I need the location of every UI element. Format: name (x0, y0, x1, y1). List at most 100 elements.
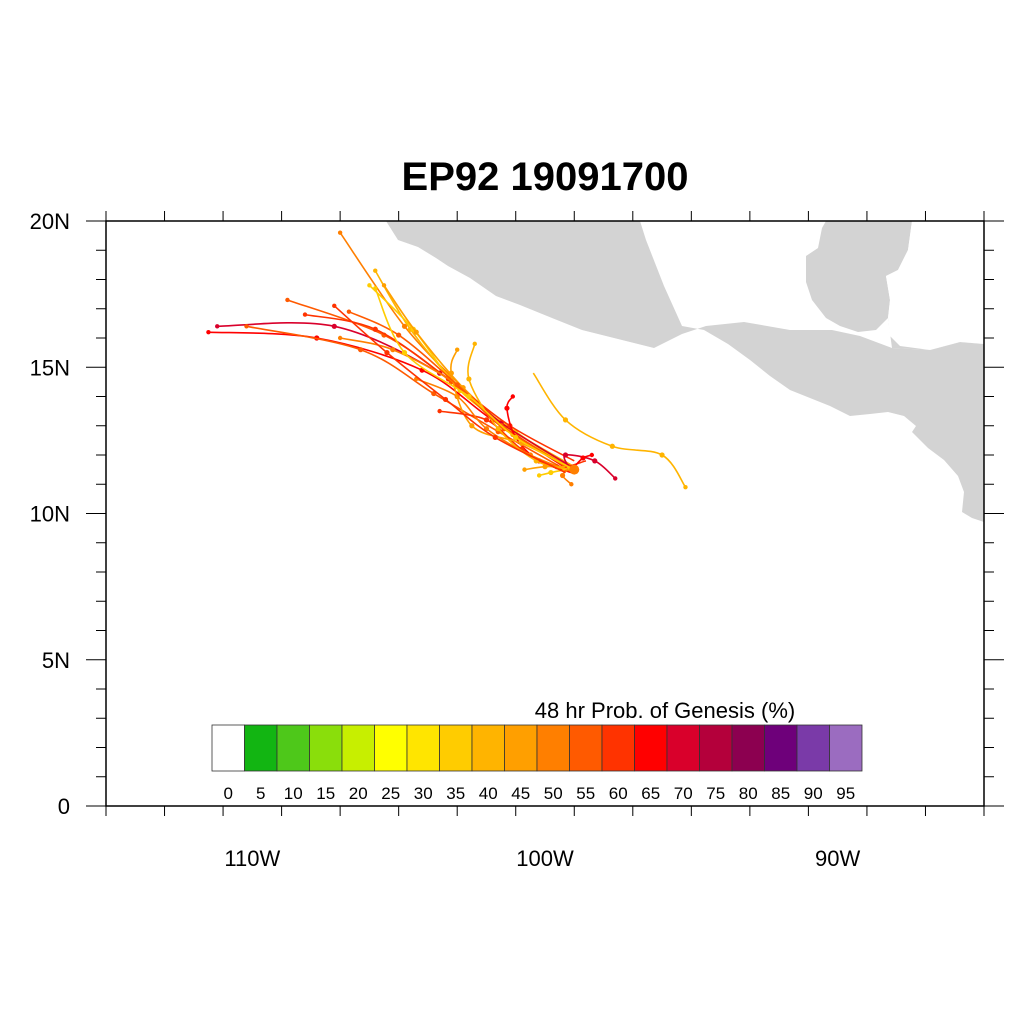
track-point (206, 329, 211, 335)
colorbar-box (439, 724, 473, 772)
land-mexico (386, 221, 984, 522)
track-point (613, 476, 618, 481)
colorbar: 48 hr Prob. of Genesis (%) 0 5 10 15 20 25 30 3… (211, 698, 863, 803)
colorbar-box (634, 724, 668, 772)
track-point (466, 376, 472, 382)
lon-tick-label: 100W (516, 846, 574, 871)
colorbar-box (764, 724, 798, 772)
track-point (562, 417, 569, 423)
colorbar-box (504, 724, 538, 772)
track-point (285, 297, 290, 303)
track-point (466, 393, 472, 400)
track-point (562, 452, 569, 458)
track-point (372, 326, 378, 332)
land-layer (386, 221, 984, 522)
colorbar-label: 10 (284, 784, 303, 803)
track-line (563, 454, 616, 480)
colorbar-label: 95 (836, 784, 855, 803)
lat-tick-label: 15N (30, 355, 70, 380)
colorbar-label: 25 (381, 784, 400, 803)
track-point (536, 473, 542, 478)
colorbar-box (374, 724, 408, 772)
caribbean (886, 221, 984, 350)
track-point (542, 464, 548, 470)
colorbar-box (601, 724, 635, 772)
colorbar-label: 85 (771, 784, 790, 803)
track-point (548, 469, 554, 476)
colorbar-box (276, 724, 310, 772)
track-point (510, 394, 516, 399)
ticks-layer (86, 211, 1004, 816)
track-point (592, 458, 598, 464)
track-point (609, 443, 615, 449)
track-point (373, 268, 378, 273)
track-point (492, 434, 498, 441)
track-point (469, 423, 475, 429)
colorbar-label: 0 (224, 784, 233, 803)
lat-tick-label: 5N (42, 648, 70, 673)
track-point (454, 382, 460, 388)
track-point (390, 347, 396, 353)
colorbar-label: 55 (576, 784, 595, 803)
track-point (215, 324, 220, 329)
colorbar-box (309, 724, 343, 772)
track-point (559, 472, 566, 479)
plot-area (106, 221, 984, 806)
track-point (442, 396, 449, 403)
colorbar-label: 90 (804, 784, 823, 803)
map-title: EP92 19091700 (402, 155, 689, 199)
lon-labels: 110W 100W 90W (224, 846, 860, 871)
track-point (396, 332, 402, 338)
track-point (302, 312, 308, 317)
lat-tick-label: 10N (30, 502, 70, 527)
track-point (346, 309, 352, 314)
track-point (589, 452, 595, 458)
track-point (522, 467, 527, 472)
colorbar-title: 48 hr Prob. of Genesis (%) (535, 698, 795, 723)
track-point (332, 303, 337, 309)
colorbar-box (569, 724, 603, 772)
track-point (358, 347, 364, 353)
colorbar-box (829, 724, 863, 772)
colorbar-box (471, 724, 505, 772)
colorbar-label: 20 (349, 784, 368, 803)
track-point (472, 341, 477, 347)
track-point (448, 370, 454, 376)
track-point (401, 323, 408, 329)
track-point (569, 482, 574, 487)
colorbar-box (211, 724, 245, 772)
colorbar-label: 60 (609, 784, 628, 803)
lon-tick-label: 90W (815, 846, 860, 871)
track-point (437, 408, 442, 414)
colorbar-label: 70 (674, 784, 693, 803)
lon-tick-label: 110W (224, 846, 280, 871)
colorbar-label: 80 (739, 784, 758, 803)
lat-tick-label: 20N (30, 209, 70, 234)
track-point (401, 350, 408, 356)
track-point (244, 324, 249, 329)
track-point (331, 323, 337, 329)
colorbar-label: 15 (316, 784, 335, 803)
colorbar-boxes (211, 724, 863, 772)
track-point (384, 350, 390, 356)
colorbar-box (341, 724, 375, 772)
colorbar-box (244, 724, 278, 772)
track-point (659, 452, 665, 458)
track-point (367, 283, 372, 288)
gulf-of-mexico (640, 221, 826, 276)
track-point (504, 405, 510, 411)
colorbar-label: 75 (706, 784, 725, 803)
colorbar-label: 50 (544, 784, 563, 803)
track-point (337, 335, 343, 341)
colorbar-box (406, 724, 440, 772)
colorbar-box (796, 724, 830, 772)
colorbar-label: 5 (256, 784, 265, 803)
track-point (483, 417, 490, 423)
track-point (580, 455, 586, 461)
colorbar-label: 45 (511, 784, 530, 803)
colorbar-label: 30 (414, 784, 433, 803)
track-point (373, 286, 378, 291)
colorbar-label: 40 (479, 784, 498, 803)
land-yucatan (806, 221, 912, 332)
